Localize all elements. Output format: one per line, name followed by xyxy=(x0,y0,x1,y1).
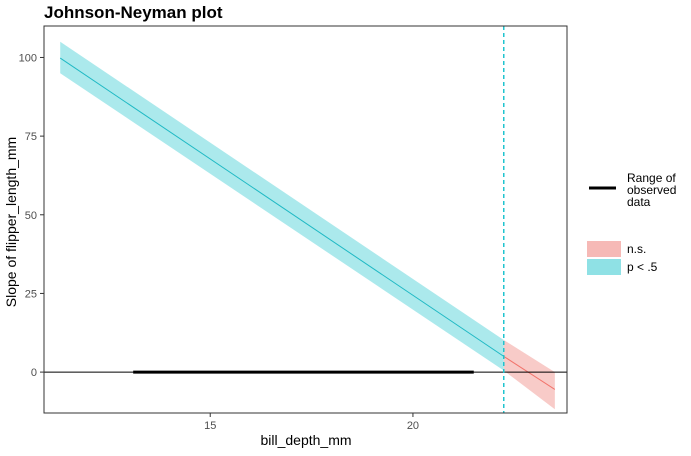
legend-significant-key xyxy=(587,259,621,275)
x-tick-label: 20 xyxy=(407,420,419,432)
slope-line-ns xyxy=(503,355,556,390)
y-tick-label: 50 xyxy=(25,210,37,222)
x-axis-title: bill_depth_mm xyxy=(260,432,351,448)
plot-panel-border xyxy=(43,25,568,414)
plot-area xyxy=(44,26,567,413)
legend: Range of observed data n.s. p < .5 xyxy=(587,171,676,275)
legend-observed-range-label: Range of observed data xyxy=(627,171,676,209)
confidence-band-ns xyxy=(503,340,555,410)
slope-line-significant xyxy=(59,57,505,357)
axes: 15 20 0 25 50 75 100 xyxy=(19,25,568,432)
y-tick-label: 75 xyxy=(25,131,37,143)
y-tick-label: 25 xyxy=(25,288,37,300)
y-axis-title: Slope of flipper_length_mm xyxy=(3,137,19,307)
y-tick-label: 0 xyxy=(31,367,37,379)
confidence-band-significant xyxy=(60,41,504,371)
y-tick-label: 100 xyxy=(19,52,37,64)
legend-ns-key xyxy=(587,241,621,257)
legend-significant-label: p < .5 xyxy=(627,260,658,274)
legend-ns-label: n.s. xyxy=(627,242,646,256)
x-tick-label: 15 xyxy=(204,420,216,432)
chart-title: Johnson-Neyman plot xyxy=(44,3,223,22)
